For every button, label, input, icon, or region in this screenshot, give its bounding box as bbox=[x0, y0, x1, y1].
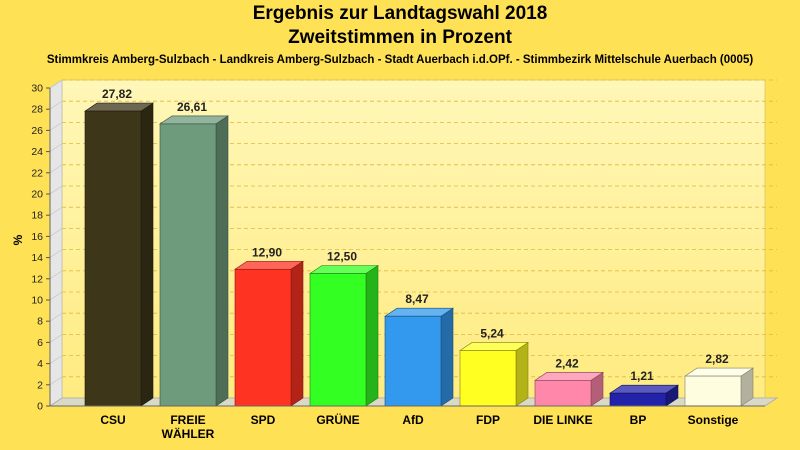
x-tick-label: GRÜNE bbox=[316, 412, 359, 427]
y-tick-label: 14 bbox=[31, 252, 43, 264]
gridline-side bbox=[49, 312, 63, 322]
bar-side bbox=[215, 115, 229, 407]
x-tick-label: SPD bbox=[251, 413, 276, 427]
bar-top bbox=[84, 102, 154, 112]
bar bbox=[534, 380, 592, 407]
y-tick-label: 26 bbox=[31, 125, 43, 137]
bar-side bbox=[290, 260, 304, 407]
bar bbox=[234, 268, 292, 407]
gridline-side bbox=[49, 206, 63, 216]
bar-value-label: 12,50 bbox=[327, 250, 357, 264]
y-tick-label: 28 bbox=[31, 104, 43, 116]
bar-side bbox=[515, 341, 529, 407]
y-tick-label: 0 bbox=[37, 401, 43, 413]
gridline-side bbox=[49, 79, 63, 89]
x-tick-label: BP bbox=[630, 413, 647, 427]
gridline-side bbox=[49, 334, 63, 343]
gridline-side bbox=[49, 291, 63, 301]
gridline-side bbox=[49, 143, 63, 152]
chart-subtitle: Zweitstimmen in Prozent bbox=[288, 27, 512, 48]
y-tick-label: 20 bbox=[31, 189, 43, 201]
y-tick-label: 4 bbox=[37, 358, 43, 370]
x-tick-label: DIE LINKE bbox=[533, 413, 592, 427]
gridline-side bbox=[49, 376, 63, 386]
gridline-side bbox=[49, 164, 63, 174]
bar-value-label: 8,47 bbox=[405, 292, 429, 306]
y-tick-label: 22 bbox=[31, 167, 43, 179]
y-tick-label: 8 bbox=[37, 316, 43, 328]
y-tick-label: 18 bbox=[31, 210, 43, 222]
bar-top bbox=[609, 384, 679, 394]
bar-value-label: 1,21 bbox=[630, 369, 654, 383]
bar-top bbox=[684, 367, 754, 377]
y-tick-label: 2 bbox=[37, 379, 43, 391]
chart-title: Ergebnis zur Landtagswahl 2018 bbox=[252, 3, 548, 24]
gridline-side bbox=[49, 249, 63, 258]
gridline-side bbox=[49, 122, 63, 131]
bar-value-label: 2,82 bbox=[705, 352, 729, 366]
x-tick-label: AfD bbox=[402, 413, 424, 427]
y-tick-label: 30 bbox=[31, 83, 43, 95]
y-tick-label: 6 bbox=[37, 337, 43, 349]
bar bbox=[459, 350, 517, 407]
y-tick-label: 10 bbox=[31, 295, 43, 307]
x-tick-label: FDP bbox=[476, 413, 500, 427]
bar bbox=[384, 315, 442, 407]
bar bbox=[609, 392, 667, 407]
gridline-side bbox=[49, 100, 63, 110]
gridline-side bbox=[49, 185, 63, 195]
y-axis-label: % bbox=[11, 234, 25, 245]
bar-value-label: 2,42 bbox=[555, 356, 579, 370]
bar bbox=[159, 123, 217, 407]
y-tick-label: 12 bbox=[31, 273, 43, 285]
bar-top bbox=[309, 265, 379, 274]
x-tick-label: FREIE WÄHLER bbox=[162, 413, 215, 441]
bar-top bbox=[459, 342, 529, 351]
bar bbox=[309, 273, 367, 407]
y-tick-label: 24 bbox=[31, 146, 43, 158]
bar bbox=[684, 375, 742, 407]
bar-side bbox=[440, 307, 454, 407]
bar-side bbox=[140, 102, 154, 407]
bar-top bbox=[384, 307, 454, 317]
chart-caption: Stimmkreis Amberg-Sulzbach - Landkreis A… bbox=[46, 54, 754, 66]
x-tick-label: CSU bbox=[100, 413, 125, 427]
bar-value-label: 12,90 bbox=[252, 245, 282, 259]
bar-value-label: 27,82 bbox=[102, 87, 132, 101]
bar-value-label: 26,61 bbox=[177, 100, 207, 114]
bar-top bbox=[234, 260, 304, 270]
bar bbox=[84, 110, 142, 407]
x-tick-label: Sonstige bbox=[688, 413, 739, 427]
bar-top bbox=[534, 372, 604, 381]
gridline-side bbox=[49, 228, 63, 237]
bar-side bbox=[365, 264, 379, 407]
gridline-side bbox=[49, 355, 63, 364]
bar-top bbox=[159, 115, 229, 125]
y-tick-label: 16 bbox=[31, 231, 43, 243]
gridline-side bbox=[49, 270, 63, 280]
bar-value-label: 5,24 bbox=[480, 326, 504, 340]
